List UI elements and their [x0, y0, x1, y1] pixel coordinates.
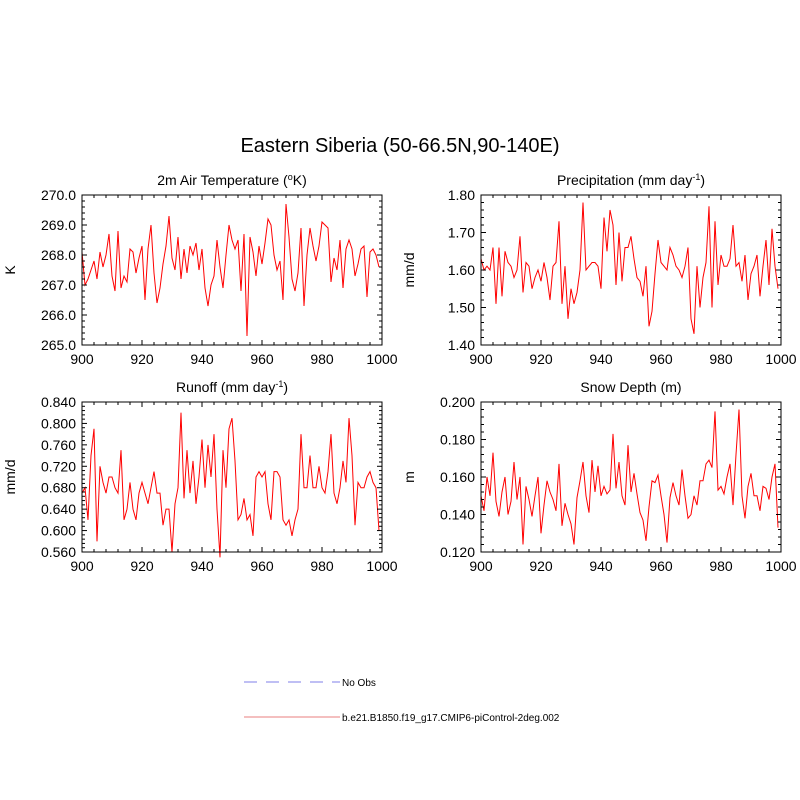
runoff-panel: Runoff (mm day-1) mm/d 900 920 940 960 980 1000…: [2, 379, 398, 574]
y-tick-label: 265.0: [41, 337, 76, 353]
x-tick-label: 940: [589, 558, 613, 574]
temperature-panel: 2m Air Temperature (oK) K 900 920 940 960 980 1…: [2, 172, 398, 367]
y-tick-label: 0.180: [440, 432, 475, 448]
x-tick-label: 940: [190, 558, 214, 574]
y-tick-label: 0.120: [440, 544, 475, 560]
y-tick-label: 1.60: [448, 262, 475, 278]
runoff-series-line: [81, 412, 380, 558]
y-tick-label: 0.560: [41, 544, 76, 560]
x-tick-label: 900: [70, 558, 94, 574]
y-tick-label: 0.760: [41, 437, 76, 453]
x-tick-label: 920: [130, 351, 154, 367]
x-tick-label: 960: [649, 558, 673, 574]
y-tick-label: 0.200: [440, 394, 475, 410]
precipitation-frame: [480, 194, 782, 346]
y-tick-label: 0.800: [41, 415, 76, 431]
x-tick-label: 980: [709, 351, 733, 367]
y-tick-label: 1.50: [448, 300, 475, 316]
runoff-frame: [81, 401, 383, 553]
legend-label-model: b.e21.B1850.f19_g17.CMIP6-piControl-2deg…: [342, 713, 560, 724]
x-tick-label: 920: [529, 351, 553, 367]
x-tick-label: 960: [250, 351, 274, 367]
y-tick-label: 1.80: [448, 187, 475, 203]
x-tick-label: 920: [130, 558, 154, 574]
y-tick-label: 0.680: [41, 480, 76, 496]
temperature-title: 2m Air Temperature (oK): [157, 172, 306, 188]
y-tick-label: 269.0: [41, 217, 76, 233]
x-tick-label: 1000: [366, 351, 397, 367]
y-tick-label: 266.0: [41, 307, 76, 323]
x-tick-label: 960: [250, 558, 274, 574]
snow-depth-panel: Snow Depth (m) m 900 920 940 960 980 1000 0.120 0…: [401, 379, 797, 574]
x-tick-label: 900: [469, 351, 493, 367]
y-tick-label: 0.160: [440, 469, 475, 485]
x-tick-label: 980: [310, 351, 334, 367]
precipitation-series-line: [480, 202, 779, 334]
temperature-ylabel: K: [2, 265, 18, 275]
y-tick-label: 0.720: [41, 458, 76, 474]
x-tick-label: 980: [709, 558, 733, 574]
precipitation-ylabel: mm/d: [401, 253, 417, 288]
x-tick-label: 1000: [366, 558, 397, 574]
y-tick-label: 0.140: [440, 507, 475, 523]
precipitation-panel: Precipitation (mm day-1) mm/d 900 920 940 960…: [401, 172, 797, 367]
runoff-ylabel: mm/d: [2, 460, 18, 495]
snow-depth-ylabel: m: [401, 471, 417, 483]
x-tick-label: 980: [310, 558, 334, 574]
y-tick-label: 0.640: [41, 501, 76, 517]
x-tick-label: 900: [469, 558, 493, 574]
legend: No Obs b.e21.B1850.f19_g17.CMIP6-piContr…: [244, 678, 560, 724]
y-tick-label: 270.0: [41, 187, 76, 203]
x-tick-label: 920: [529, 558, 553, 574]
figure-title: Eastern Siberia (50-66.5N,90-140E): [240, 135, 559, 157]
temperature-frame: [81, 194, 383, 346]
snow-depth-series-line: [480, 409, 779, 545]
precipitation-title: Precipitation (mm day-1): [557, 172, 705, 188]
y-tick-label: 0.600: [41, 523, 76, 539]
legend-label-no-obs: No Obs: [342, 678, 376, 689]
x-tick-label: 900: [70, 351, 94, 367]
y-tick-label: 0.840: [41, 394, 76, 410]
temperature-series-line: [81, 203, 380, 337]
x-tick-label: 960: [649, 351, 673, 367]
x-tick-label: 1000: [765, 351, 796, 367]
y-tick-label: 1.70: [448, 225, 475, 241]
x-tick-label: 940: [190, 351, 214, 367]
runoff-title: Runoff (mm day-1): [176, 379, 288, 395]
snow-depth-frame: [480, 401, 782, 553]
x-tick-label: 1000: [765, 558, 796, 574]
snow-depth-title: Snow Depth (m): [580, 379, 681, 395]
y-tick-label: 267.0: [41, 277, 76, 293]
y-tick-label: 268.0: [41, 247, 76, 263]
x-tick-label: 940: [589, 351, 613, 367]
y-tick-label: 1.40: [448, 337, 475, 353]
